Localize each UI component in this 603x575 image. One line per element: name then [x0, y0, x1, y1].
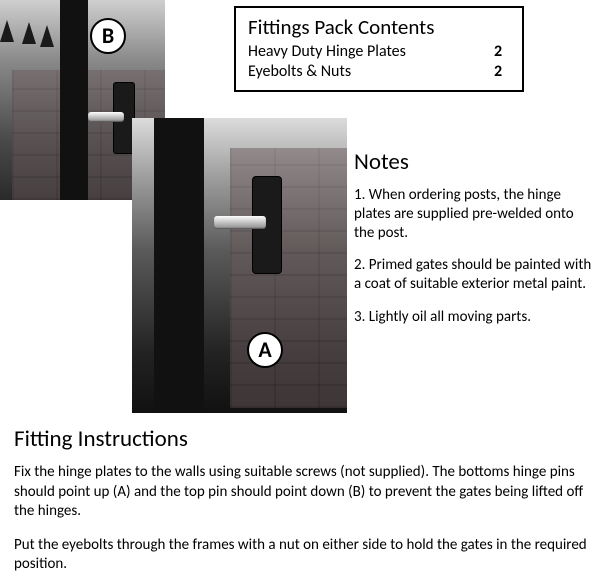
contents-row-label: Eyebolts & Nuts: [248, 62, 351, 82]
hinge-pin: [214, 216, 266, 229]
instructions-paragraph: Put the eyebolts through the frames with…: [14, 536, 589, 575]
gate-finial-icon: [40, 25, 54, 47]
gate-finial-icon: [0, 20, 14, 42]
instructions-title: Fitting Instructions: [14, 425, 589, 453]
label-b-badge: B: [90, 18, 126, 54]
notes-item: 1. When ordering posts, the hinge plates…: [354, 186, 594, 242]
contents-row-qty: 2: [486, 42, 510, 62]
contents-row-label: Heavy Duty Hinge Plates: [248, 42, 406, 62]
notes-section: Notes 1. When ordering posts, the hinge …: [354, 148, 594, 341]
hinge-illustration-bottom-a: A: [132, 118, 347, 413]
gate-post: [60, 0, 88, 200]
notes-item: 3. Lightly oil all moving parts.: [354, 308, 594, 327]
instructions-paragraph: Fix the hinge plates to the walls using …: [14, 463, 589, 522]
contents-row-qty: 2: [486, 62, 510, 82]
top-section: B A Fittings Pack Contents Heavy Duty Hi…: [0, 0, 603, 425]
notes-title: Notes: [354, 148, 594, 176]
brick-texture: [230, 148, 347, 408]
gate-finial-icon: [22, 22, 36, 44]
fitting-instructions-section: Fitting Instructions Fix the hinge plate…: [0, 425, 603, 575]
gate-post: [154, 118, 204, 413]
fittings-pack-contents-box: Fittings Pack Contents Heavy Duty Hinge …: [234, 6, 524, 92]
contents-title: Fittings Pack Contents: [248, 14, 510, 40]
contents-row: Eyebolts & Nuts 2: [248, 62, 510, 82]
label-a-badge: A: [247, 332, 283, 368]
hinge-pin: [88, 112, 124, 122]
contents-row: Heavy Duty Hinge Plates 2: [248, 42, 510, 62]
notes-item: 2. Primed gates should be painted with a…: [354, 256, 594, 294]
